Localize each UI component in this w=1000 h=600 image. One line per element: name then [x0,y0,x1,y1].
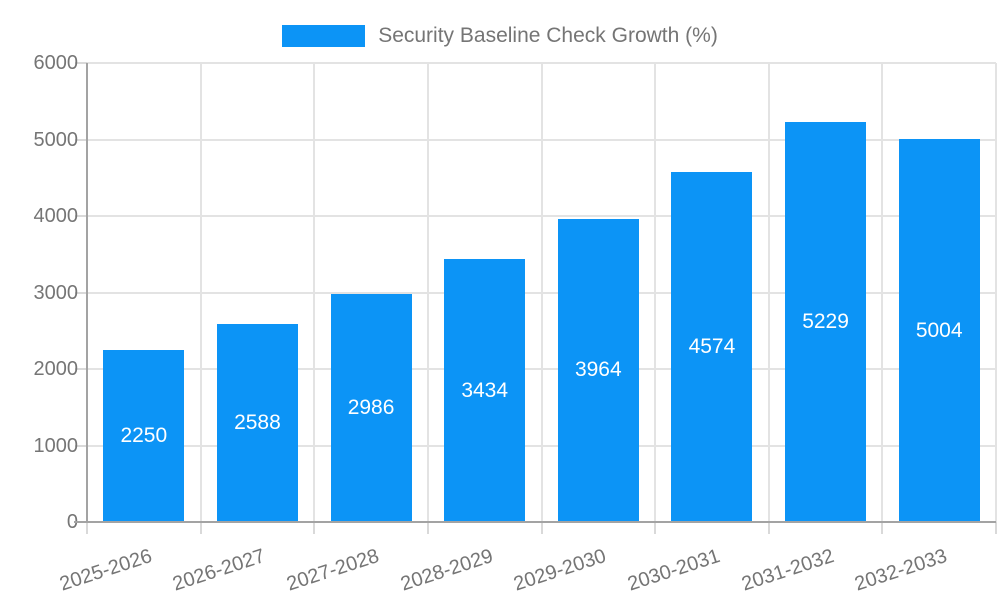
bar[interactable]: 5229 [785,121,867,522]
y-axis-tick [75,215,87,217]
x-gridline [313,63,316,522]
bar-value-label: 5004 [915,318,963,342]
x-axis-tick [995,522,997,534]
x-axis-label: 2032-2033 [852,545,950,596]
x-axis-label: 2029-2030 [511,545,610,596]
bar-value-label: 5229 [802,309,849,333]
y-axis-label: 6000 [33,52,79,74]
bar-value-label: 3964 [574,358,622,382]
legend[interactable]: Security Baseline Check Growth (%) [0,14,1000,58]
x-axis-tick [540,522,543,534]
bar-value-label: 3434 [461,378,509,402]
y-axis-label: 1000 [33,434,79,457]
x-axis-label: 2031-2032 [738,545,837,596]
y-axis-label: 4000 [33,205,79,227]
x-gridline [881,63,884,522]
bar[interactable]: 2986 [330,293,412,522]
y-axis-tick [75,368,87,370]
x-axis-tick [313,522,316,534]
bar[interactable]: 2588 [216,324,298,522]
x-gridline [426,63,429,522]
y-axis-tick [75,62,87,64]
x-axis-tick [86,522,88,534]
bar-value-label: 2250 [120,423,168,447]
y-axis-label: 5000 [33,128,79,151]
bar[interactable]: 3964 [557,218,639,522]
bar[interactable]: 3434 [444,259,526,522]
y-axis-tick [75,444,87,447]
x-gridline [654,63,657,522]
plot-area: 0 1000 2000 3000 4000 5000 6000 2250 2588 2986 343… [34,53,997,595]
x-axis-tick [654,522,657,534]
legend-label: Security Baseline Check Growth (%) [378,24,718,47]
x-axis-line [74,521,996,523]
y-axis-label: 0 [66,511,78,533]
x-axis-label: 2028-2029 [397,545,496,596]
y-axis-label: 3000 [33,281,79,304]
x-axis-tick [199,522,202,534]
x-axis-tick [881,522,884,534]
y-axis-label: 2000 [33,358,79,380]
x-axis-tick [426,522,429,534]
bar-value-label: 4574 [688,335,736,359]
bar-value-label: 2986 [347,395,395,419]
y-axis-tick [75,138,87,141]
x-axis-label: 2026-2027 [170,545,269,596]
x-axis-label: 2025-2026 [56,545,155,596]
x-gridline [540,63,543,522]
bar-value-label: 2588 [234,411,281,435]
x-axis-tick [767,522,770,534]
bar[interactable]: 5004 [898,139,980,522]
x-gridline [767,63,770,522]
y-axis-line [86,63,88,522]
x-gridline [995,63,997,522]
x-gridline [199,63,202,522]
bar[interactable]: 4574 [671,172,753,522]
bar[interactable]: 2250 [103,349,185,522]
x-axis-label: 2030-2031 [624,545,723,596]
x-axis-label: 2027-2028 [284,545,382,596]
y-axis-tick [75,291,87,294]
legend-swatch [282,25,366,47]
